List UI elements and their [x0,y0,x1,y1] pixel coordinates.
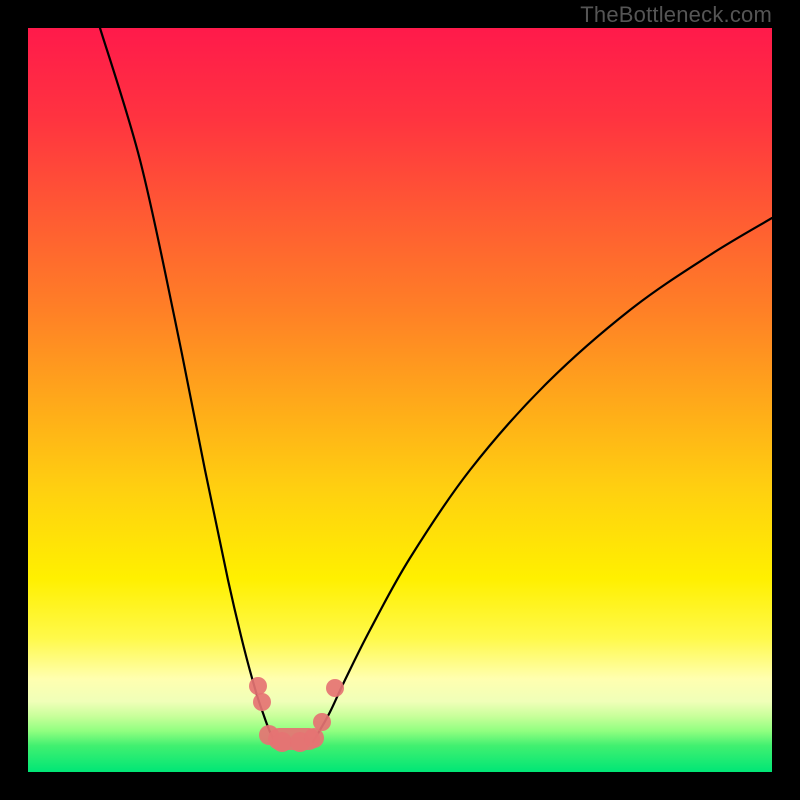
curve-left [100,28,275,742]
dip-dot-marker [272,732,292,752]
dip-dot-marker [249,677,267,695]
dip-dot-marker [326,679,344,697]
dip-dot-marker [304,728,324,748]
chart-svg [0,0,800,800]
curve-right [313,218,772,742]
dip-dot-marker [313,713,331,731]
chart-frame: TheBottleneck.com [0,0,800,800]
dip-dot-marker [253,693,271,711]
watermark-text: TheBottleneck.com [580,2,772,28]
